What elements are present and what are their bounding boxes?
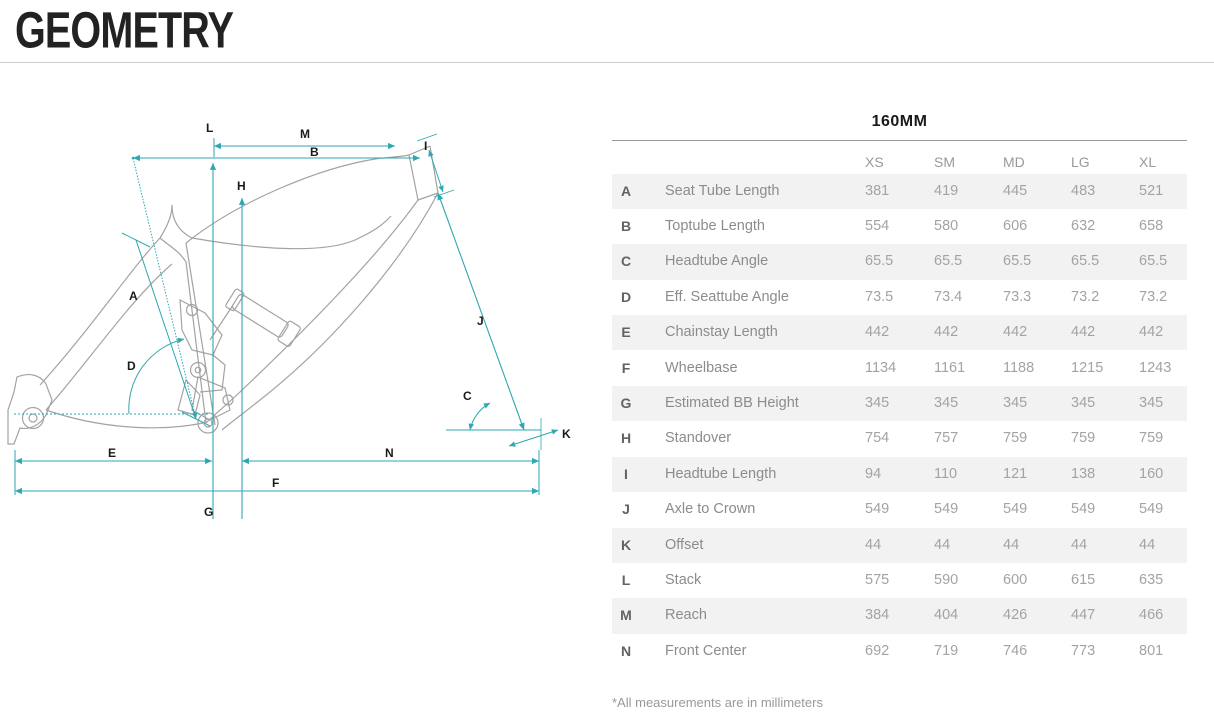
svg-text:M: M xyxy=(300,127,310,141)
svg-text:J: J xyxy=(477,314,484,328)
svg-text:H: H xyxy=(237,179,246,193)
svg-text:G: G xyxy=(204,505,213,519)
svg-text:A: A xyxy=(129,289,138,303)
svg-text:C: C xyxy=(463,389,472,403)
svg-text:D: D xyxy=(127,359,136,373)
svg-text:B: B xyxy=(310,145,319,159)
svg-text:I: I xyxy=(424,139,427,153)
svg-text:E: E xyxy=(108,446,116,460)
svg-text:N: N xyxy=(385,446,394,460)
svg-text:F: F xyxy=(272,476,279,490)
svg-text:L: L xyxy=(206,121,213,135)
svg-text:K: K xyxy=(562,427,571,441)
